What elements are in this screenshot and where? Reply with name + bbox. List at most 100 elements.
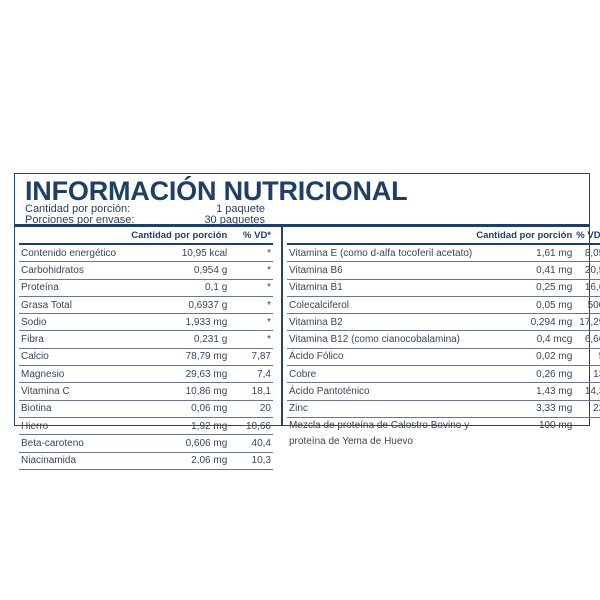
nutrient-daily-value: * xyxy=(229,313,273,332)
nutrition-facts-panel: INFORMACIÓN NUTRICIONAL Cantidad por por… xyxy=(14,173,600,470)
nutrient-name: Vitamina B6 xyxy=(287,261,475,280)
nutrient-row: Contenido energético 10,95 kcal * xyxy=(19,244,273,263)
nutrient-daily-value: 20 xyxy=(229,400,273,418)
nutrient-row: Vitamina E (como d-alfa tocoferil acetat… xyxy=(287,244,600,263)
vd-header: % VD* xyxy=(229,228,273,245)
nutrient-daily-value: 500 xyxy=(574,296,600,315)
panel-title: INFORMACIÓN NUTRICIONAL xyxy=(25,176,408,206)
right-nutrient-table: Cantidad por porción % VD* Vitamina E (c… xyxy=(287,228,600,450)
servings-label: Porciones por envase: xyxy=(25,214,135,226)
nutrient-amount: 10,95 kcal xyxy=(129,244,230,263)
header-rule xyxy=(15,224,589,227)
serving-size-label: Cantidad por porción: xyxy=(25,203,131,215)
nutrient-row: Grasa Total 0,6937 g * xyxy=(19,296,273,315)
nutrient-amount: 0,231 g xyxy=(129,330,230,349)
nutrient-amount: 10,86 mg xyxy=(129,382,230,401)
nutrient-name: Vitamina B12 (como cianocobalamina) xyxy=(287,330,475,349)
nutrient-daily-value: 7,87 xyxy=(229,348,273,367)
nutrient-name: Zinc xyxy=(287,400,475,418)
nutrient-amount: 0,05 mg xyxy=(474,296,575,315)
nutrient-daily-value: * xyxy=(229,261,273,280)
nutrient-amount: 0,25 mg xyxy=(474,279,575,297)
nutrient-amount: 0,4 mcg xyxy=(474,330,575,349)
nutrient-amount: 1,43 mg xyxy=(474,382,575,401)
nutrient-daily-value: 7,4 xyxy=(229,365,273,384)
qty-header: Cantidad por porción xyxy=(129,228,230,245)
nutrient-amount: 0,02 mg xyxy=(474,348,575,367)
nutrient-amount: 1,61 mg xyxy=(474,244,575,263)
nutrient-row: Magnesio 29,63 mg 7,4 xyxy=(19,365,273,384)
nutrient-name: Cobre xyxy=(287,365,475,384)
nutrient-name: Vitamina B1 xyxy=(287,279,475,297)
nutrient-row: Vitamina B12 (como cianocobalamina) 0,4 m… xyxy=(287,330,600,349)
nutrient-amount: 0,06 mg xyxy=(129,400,230,418)
nutrient-row: Vitamina C 10,86 mg 18,1 xyxy=(19,382,273,401)
nutrient-row: Sodio 1,933 mg * xyxy=(19,313,273,332)
nutrient-name: Mezcla de proteína de Calostro Bovino y … xyxy=(289,419,470,447)
nutrient-daily-value: 10,66 xyxy=(229,417,273,436)
servings-per-container: Porciones por envase: 30 paquetes xyxy=(25,214,265,226)
nutrient-amount: 0,1 g xyxy=(129,279,230,297)
nutrient-amount: 100 mg xyxy=(538,419,573,431)
left-nutrient-table: Cantidad por porción % VD* Contenido ene… xyxy=(19,228,273,470)
nutrient-daily-value: 10,3 xyxy=(229,452,273,470)
nutrient-name: Vitamina E (como d-alfa tocoferil acetat… xyxy=(287,244,475,263)
nutrient-daily-value: 6,66 xyxy=(574,330,600,349)
nutrient-daily-value: 14,3 xyxy=(574,382,600,401)
nutrient-amount: 0,606 mg xyxy=(129,434,230,453)
nutrient-daily-value: * xyxy=(229,279,273,297)
nutrient-name: Beta-caroteno xyxy=(19,434,130,453)
nutrient-row: Carbohidratos 0,954 g * xyxy=(19,261,273,280)
nutrient-name: Calcio xyxy=(19,348,130,367)
nutrient-daily-value: 18,1 xyxy=(229,382,273,401)
nutrient-amount: 1,92 mg xyxy=(129,417,230,436)
nutrient-name: Colecalciferol xyxy=(287,296,475,315)
nutrient-name: Grasa Total xyxy=(19,296,130,315)
nutrient-amount: 0,6937 g xyxy=(129,296,230,315)
nutrient-row: Proteína 0,1 g * xyxy=(19,279,273,297)
nutrient-row: Calcio 78,79 mg 7,87 xyxy=(19,348,273,367)
nutrient-amount: 0,26 mg xyxy=(474,365,575,384)
nutrient-name: Niacinamida xyxy=(19,452,130,470)
nutrient-daily-value: 5 xyxy=(574,348,600,367)
nutrient-name: Ácido Fólico xyxy=(287,348,475,367)
nutrient-amount: 3,33 mg xyxy=(474,400,575,418)
nutrient-row: Beta-caroteno 0,606 mg 40,4 xyxy=(19,434,273,453)
nutrient-daily-value: 13 xyxy=(574,365,600,384)
servings-value: 30 paquetes xyxy=(204,214,265,226)
nutrient-daily-value: 20,5 xyxy=(574,261,600,280)
nutrient-daily-value: 8,05 xyxy=(574,244,600,263)
nutrient-amount: 0,954 g xyxy=(129,261,230,280)
serving-size-value: 1 paquete xyxy=(216,203,265,215)
nutrient-name: Ácido Pantoténico xyxy=(287,382,475,401)
nutrient-daily-value: * xyxy=(574,417,600,450)
nutrient-amount: 78,79 mg xyxy=(129,348,230,367)
nutrient-name: Biotina xyxy=(19,400,130,418)
nutrient-amount: 0,41 mg xyxy=(474,261,575,280)
nutrient-row: Biotina 0,06 mg 20 xyxy=(19,400,273,418)
nutrient-daily-value: * xyxy=(229,296,273,315)
nutrient-name: Vitamina C xyxy=(19,382,130,401)
nutrient-daily-value: 17,29 xyxy=(574,313,600,332)
nutrient-name: Proteína xyxy=(19,279,130,297)
column-divider xyxy=(281,227,283,425)
nutrient-name: Magnesio xyxy=(19,365,130,384)
qty-header: Cantidad por porción xyxy=(474,228,575,245)
nutrient-amount: 2,06 mg xyxy=(129,452,230,470)
nutrient-name: Contenido energético xyxy=(19,244,130,263)
nutrient-daily-value: * xyxy=(229,244,273,263)
nutrient-name: Hierro xyxy=(19,417,130,436)
nutrient-amount: 29,63 mg xyxy=(129,365,230,384)
nutrient-name: Carbohidratos xyxy=(19,261,130,280)
vd-header: % VD* xyxy=(574,228,600,245)
nutrient-daily-value: * xyxy=(229,330,273,349)
nutrient-daily-value: 16,6 xyxy=(574,279,600,297)
nutrient-row: Fibra 0,231 g * xyxy=(19,330,273,349)
